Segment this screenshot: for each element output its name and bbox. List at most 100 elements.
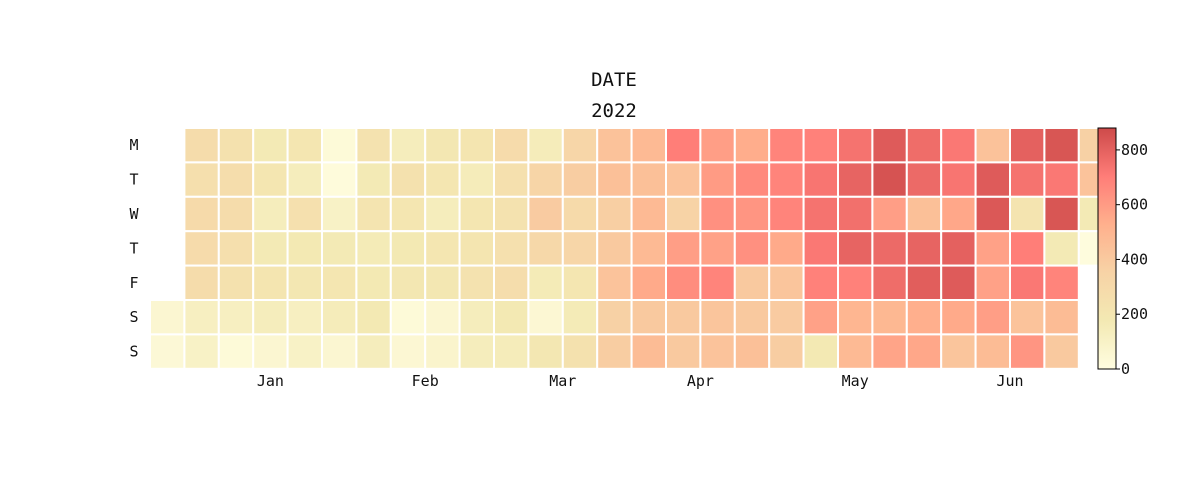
heatmap-cell xyxy=(321,195,358,233)
heatmap-cell xyxy=(527,161,564,198)
heatmap-cell xyxy=(217,264,255,302)
heatmap-cell xyxy=(802,195,839,233)
heatmap-cell xyxy=(974,299,1011,336)
heatmap-cell xyxy=(389,230,427,267)
month-label: Feb xyxy=(412,372,439,390)
heatmap-cell xyxy=(940,230,977,267)
heatmap-cell xyxy=(493,333,530,370)
heatmap-cell xyxy=(355,264,392,302)
heatmap-cell xyxy=(355,161,392,198)
heatmap-cell xyxy=(424,127,461,164)
heatmap-cell xyxy=(217,127,255,164)
heatmap-cell xyxy=(355,333,392,370)
heatmap-cell xyxy=(561,264,599,302)
heatmap-cell xyxy=(974,127,1011,164)
heatmap-cell xyxy=(699,333,736,370)
heatmap-cell xyxy=(389,264,427,302)
month-label: Mar xyxy=(549,372,576,390)
heatmap-cell xyxy=(837,195,874,233)
colorbar: 0 200 400 600 800 xyxy=(1097,127,1148,378)
heatmap-cell xyxy=(630,299,667,336)
heatmap-cell xyxy=(665,195,702,233)
heatmap-cell xyxy=(802,333,839,370)
heatmap-cell xyxy=(871,195,908,233)
heatmap-cell xyxy=(217,161,255,198)
heatmap-cell xyxy=(183,230,220,267)
heatmap-cell xyxy=(871,127,908,164)
heatmap-cell xyxy=(493,299,530,336)
heatmap-cell xyxy=(424,299,461,336)
heatmap-cell xyxy=(733,195,771,233)
heatmap-cell xyxy=(802,127,839,164)
heatmap-cell xyxy=(940,333,977,370)
heatmap-cell xyxy=(596,299,633,336)
heatmap-cell xyxy=(974,230,1011,267)
month-label: May xyxy=(842,372,869,390)
weekday-label: S xyxy=(129,343,138,361)
heatmap-cell xyxy=(183,127,220,164)
heatmap-cell xyxy=(665,161,702,198)
heatmap-cell xyxy=(665,333,702,370)
heatmap-cell xyxy=(217,195,255,233)
heatmap-cells xyxy=(149,127,1115,370)
heatmap-cell xyxy=(665,127,702,164)
heatmap-cell xyxy=(940,161,977,198)
heatmap-cell xyxy=(905,299,943,336)
heatmap-cell xyxy=(871,230,908,267)
heatmap-cell xyxy=(905,127,943,164)
heatmap-cell xyxy=(286,333,324,370)
heatmap-cell xyxy=(458,299,496,336)
heatmap-cell xyxy=(493,264,530,302)
heatmap-cell xyxy=(355,195,392,233)
weekday-label: S xyxy=(129,308,138,326)
heatmap-cell xyxy=(1009,299,1046,336)
heatmap-cell xyxy=(871,299,908,336)
heatmap-cell xyxy=(527,230,564,267)
heatmap-cell xyxy=(286,264,324,302)
heatmap-cell xyxy=(493,195,530,233)
heatmap-cell xyxy=(596,161,633,198)
heatmap-cell xyxy=(1009,127,1046,164)
heatmap-cell xyxy=(458,161,496,198)
heatmap-cell xyxy=(905,333,943,370)
heatmap-cell xyxy=(1009,161,1046,198)
heatmap-cell xyxy=(733,161,771,198)
heatmap-cell xyxy=(217,230,255,267)
heatmap-cell xyxy=(252,264,289,302)
heatmap-cell xyxy=(252,230,289,267)
heatmap-cell xyxy=(665,230,702,267)
heatmap-cell xyxy=(493,230,530,267)
colorbar-ticks: 0 200 400 600 800 xyxy=(1116,141,1148,378)
heatmap-cell xyxy=(699,230,736,267)
heatmap-cell xyxy=(596,230,633,267)
heatmap-cell xyxy=(321,264,358,302)
heatmap-cell xyxy=(974,333,1011,370)
weekday-label: M xyxy=(129,136,138,154)
heatmap-cell xyxy=(561,127,599,164)
heatmap-cell xyxy=(596,264,633,302)
heatmap-cell xyxy=(733,127,771,164)
heatmap-cell xyxy=(183,333,220,370)
heatmap-cell xyxy=(802,161,839,198)
heatmap-cell xyxy=(493,127,530,164)
heatmap-cell xyxy=(389,127,427,164)
heatmap-cell xyxy=(1043,299,1080,336)
heatmap-cell xyxy=(149,299,186,336)
heatmap-cell xyxy=(905,161,943,198)
heatmap-cell xyxy=(252,161,289,198)
heatmap-cell xyxy=(458,230,496,267)
heatmap-cell xyxy=(940,127,977,164)
heatmap-cell xyxy=(561,299,599,336)
heatmap-cell xyxy=(1043,161,1080,198)
heatmap-cell xyxy=(837,230,874,267)
heatmap-cell xyxy=(733,299,771,336)
heatmap-cell xyxy=(458,333,496,370)
heatmap-cell xyxy=(596,127,633,164)
heatmap-cell xyxy=(837,264,874,302)
heatmap-cell xyxy=(802,299,839,336)
heatmap-cell xyxy=(286,127,324,164)
heatmap-cell xyxy=(768,299,805,336)
heatmap-cell xyxy=(699,127,736,164)
